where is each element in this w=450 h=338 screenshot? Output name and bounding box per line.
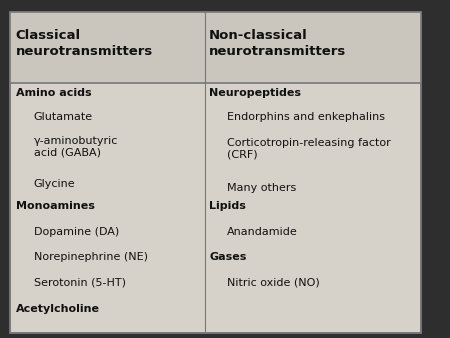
Text: Corticotropin-releasing factor
(CRF): Corticotropin-releasing factor (CRF) (227, 138, 391, 160)
Text: Endorphins and enkephalins: Endorphins and enkephalins (227, 112, 385, 122)
Text: Neuropeptides: Neuropeptides (209, 88, 301, 98)
Text: Amino acids: Amino acids (16, 88, 91, 98)
Text: Norepinephrine (NE): Norepinephrine (NE) (34, 252, 148, 262)
FancyBboxPatch shape (10, 12, 421, 83)
Text: Acetylcholine: Acetylcholine (16, 304, 100, 314)
Text: Lipids: Lipids (209, 201, 246, 211)
Text: Many others: Many others (227, 183, 297, 193)
Text: Classical
neurotransmitters: Classical neurotransmitters (16, 29, 153, 58)
Text: Monoamines: Monoamines (16, 201, 94, 211)
FancyBboxPatch shape (10, 12, 421, 333)
Text: Anandamide: Anandamide (227, 226, 298, 237)
Text: Non-classical
neurotransmitters: Non-classical neurotransmitters (209, 29, 346, 58)
Text: γ-aminobutyric
acid (GABA): γ-aminobutyric acid (GABA) (34, 136, 118, 158)
Text: Serotonin (5-HT): Serotonin (5-HT) (34, 277, 126, 287)
Text: Glutamate: Glutamate (34, 112, 93, 122)
Text: Nitric oxide (NO): Nitric oxide (NO) (227, 277, 320, 287)
Text: Glycine: Glycine (34, 179, 76, 189)
Text: Dopamine (DA): Dopamine (DA) (34, 226, 119, 237)
Text: Gases: Gases (209, 252, 247, 262)
